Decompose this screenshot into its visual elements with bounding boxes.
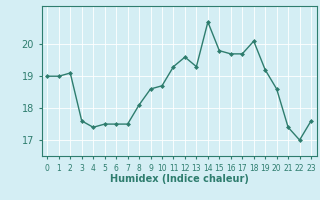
X-axis label: Humidex (Indice chaleur): Humidex (Indice chaleur) [110, 174, 249, 184]
